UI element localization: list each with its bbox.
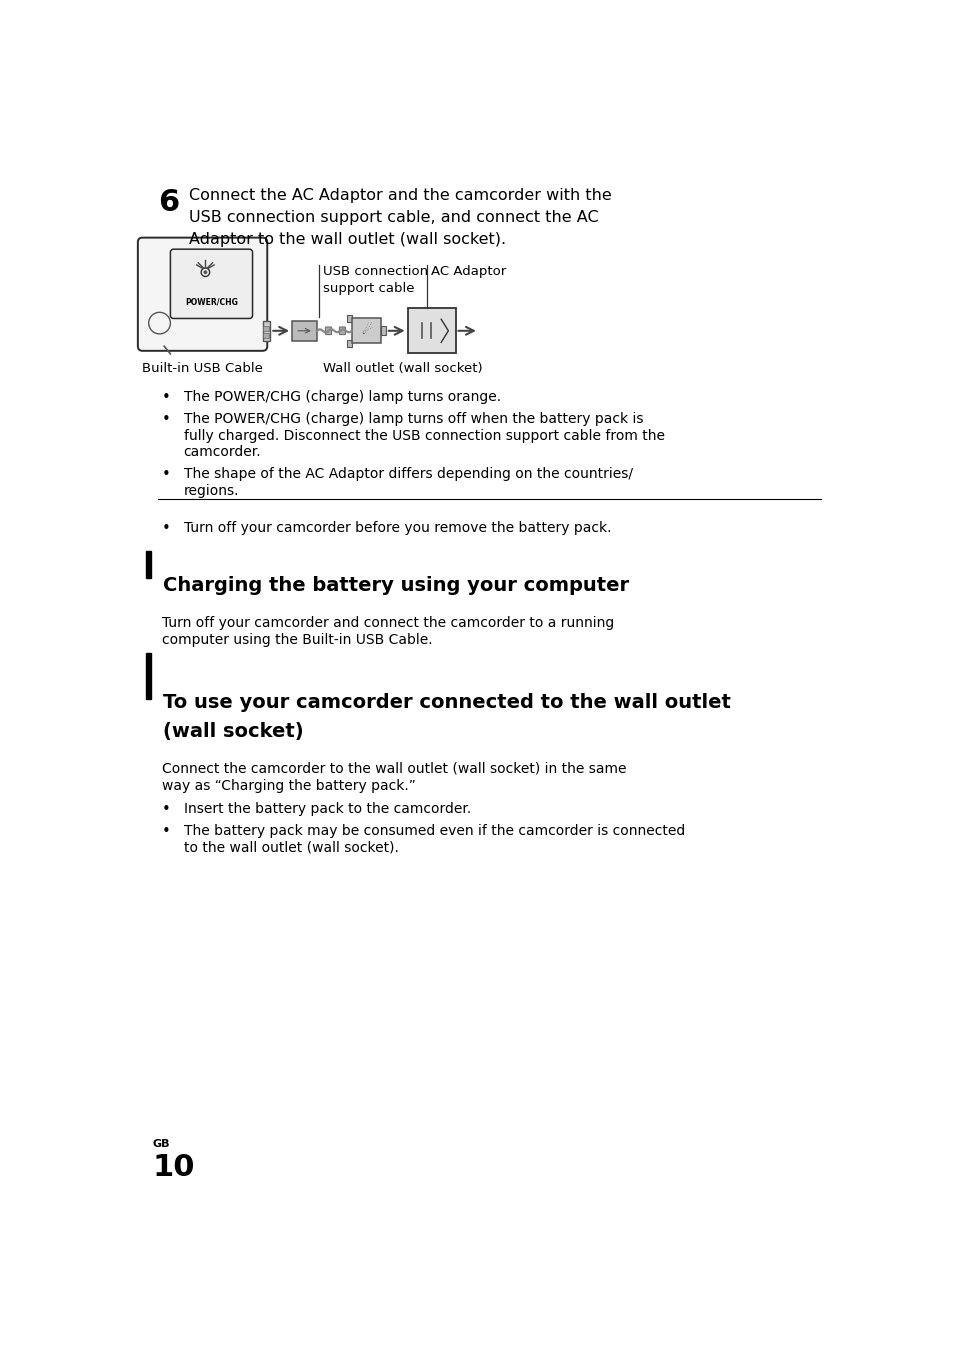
Text: The POWER/CHG (charge) lamp turns off when the battery pack is: The POWER/CHG (charge) lamp turns off wh… [183,412,642,426]
Text: Connect the camcorder to the wall outlet (wall socket) in the same: Connect the camcorder to the wall outlet… [162,763,626,776]
FancyBboxPatch shape [347,340,352,347]
Text: The battery pack may be consumed even if the camcorder is connected: The battery pack may be consumed even if… [183,823,684,838]
Text: Turn off your camcorder and connect the camcorder to a running: Turn off your camcorder and connect the … [162,616,614,629]
Circle shape [203,270,207,274]
Text: •: • [162,467,171,482]
FancyBboxPatch shape [263,334,269,338]
Text: •: • [162,802,171,816]
FancyBboxPatch shape [381,327,385,335]
Text: The shape of the AC Adaptor differs depending on the countries/: The shape of the AC Adaptor differs depe… [183,467,632,482]
Text: Connect the AC Adaptor and the camcorder with the
USB connection support cable, : Connect the AC Adaptor and the camcorder… [189,188,611,246]
Text: way as “Charging the battery pack.”: way as “Charging the battery pack.” [162,779,416,792]
FancyBboxPatch shape [347,315,352,321]
Text: POWER/CHG: POWER/CHG [185,297,237,307]
Text: Charging the battery using your computer: Charging the battery using your computer [163,576,629,594]
Bar [146,551,152,577]
FancyBboxPatch shape [137,238,267,351]
Text: to the wall outlet (wall socket).: to the wall outlet (wall socket). [183,841,398,854]
Text: 10: 10 [152,1153,194,1182]
Text: 6: 6 [158,188,179,218]
Text: USB connection
support cable: USB connection support cable [322,265,428,296]
FancyBboxPatch shape [407,308,456,354]
Text: computer using the Built-in USB Cable.: computer using the Built-in USB Cable. [162,632,432,647]
Text: regions.: regions. [183,484,239,498]
Text: GB: GB [152,1139,170,1150]
Text: Wall outlet (wall socket): Wall outlet (wall socket) [323,362,482,375]
Bar [146,652,152,699]
FancyBboxPatch shape [263,327,269,331]
Text: The POWER/CHG (charge) lamp turns orange.: The POWER/CHG (charge) lamp turns orange… [183,390,500,403]
Text: •: • [162,823,171,838]
Text: AC Adaptor: AC Adaptor [430,265,505,278]
Text: •: • [162,412,171,426]
FancyBboxPatch shape [325,327,332,335]
Text: Turn off your camcorder before you remove the battery pack.: Turn off your camcorder before you remov… [183,521,611,534]
Text: fully charged. Disconnect the USB connection support cable from the: fully charged. Disconnect the USB connec… [183,429,664,443]
Text: Insert the battery pack to the camcorder.: Insert the battery pack to the camcorder… [183,802,471,815]
Text: (wall socket): (wall socket) [163,722,304,741]
FancyBboxPatch shape [292,321,316,340]
Text: •: • [162,390,171,405]
Text: •: • [162,521,171,535]
FancyBboxPatch shape [262,321,270,340]
Text: ☄: ☄ [360,324,372,338]
FancyBboxPatch shape [171,249,253,319]
FancyBboxPatch shape [339,327,345,335]
Text: Built-in USB Cable: Built-in USB Cable [142,362,263,375]
Text: camcorder.: camcorder. [183,445,261,459]
FancyBboxPatch shape [352,319,381,343]
Text: To use your camcorder connected to the wall outlet: To use your camcorder connected to the w… [163,693,731,712]
